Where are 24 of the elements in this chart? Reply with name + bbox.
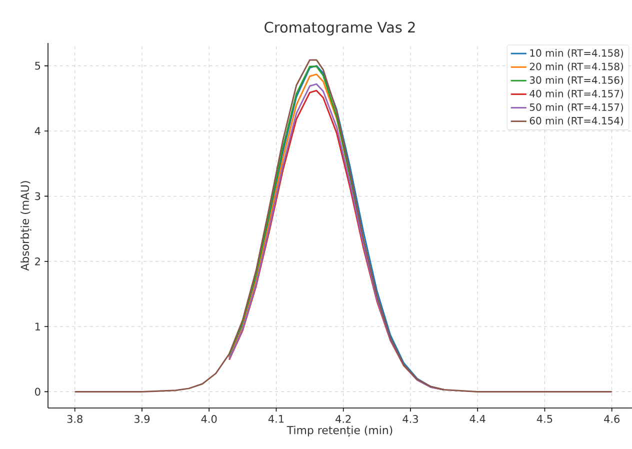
y-tick-label: 1 — [35, 322, 40, 330]
y-tick-label: 4 — [34, 127, 40, 135]
x-axis-title: Timp retenție (min) — [286, 426, 392, 437]
legend-label: 20 min (RT=4.158) — [530, 62, 624, 72]
y-tick-label: 3 — [35, 192, 40, 200]
legend-label: 30 min (RT=4.156) — [530, 76, 624, 85]
y-tick-label: 5 — [35, 62, 40, 70]
x-tick-label: 4.6 — [604, 415, 620, 423]
x-tick-label: 3.8 — [67, 415, 82, 423]
y-tick-label: 0 — [35, 388, 40, 396]
x-tick-label: 3.9 — [134, 415, 150, 423]
x-tick-label: 4.4 — [470, 415, 486, 423]
x-tick-label: 4.0 — [201, 415, 217, 423]
y-axis-title: Absorbție (mAU) — [20, 181, 32, 271]
legend-label: 40 min (RT=4.157) — [530, 90, 624, 99]
x-tick-label: 4.1 — [268, 415, 284, 423]
x-tick-label: 4.3 — [402, 415, 418, 423]
legend-label: 60 min (RT=4.154) — [530, 116, 624, 126]
y-tick-label: 2 — [35, 257, 40, 266]
x-tick-label: 4.2 — [336, 415, 351, 423]
legend-label: 50 min (RT=4.157) — [530, 103, 624, 112]
chart-title: Cromatograme Vas 2 — [264, 22, 415, 36]
legend-label: 10 min (RT=4.158) — [530, 49, 624, 58]
x-tick-label: 4.5 — [536, 415, 552, 423]
